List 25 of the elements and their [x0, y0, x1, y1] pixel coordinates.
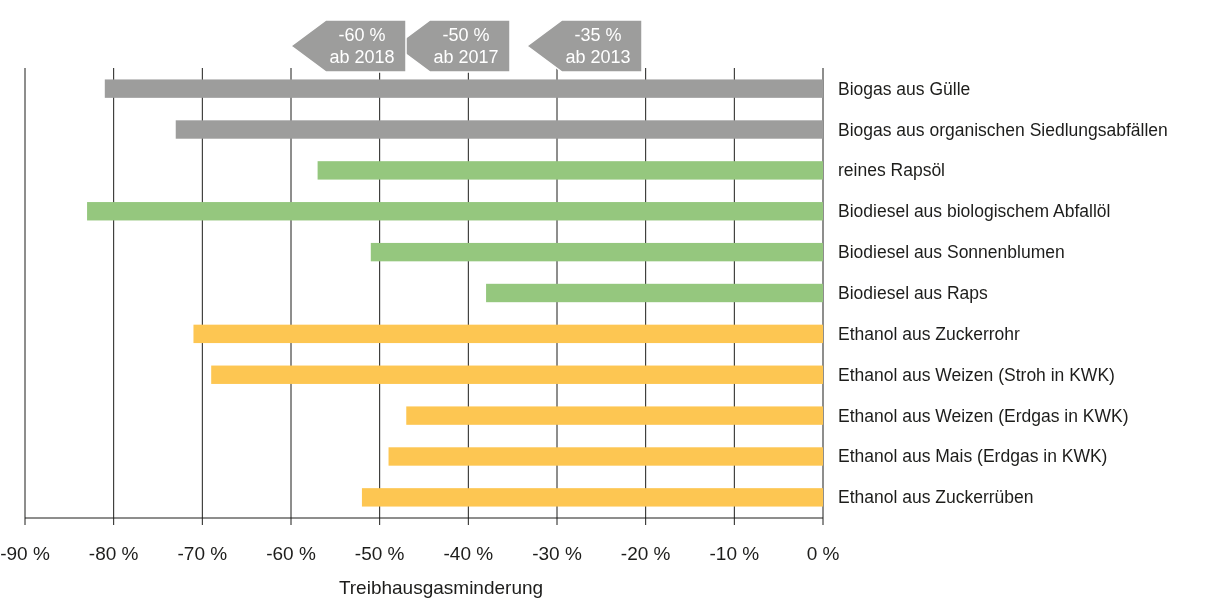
x-tick-label: -50 %: [354, 543, 405, 564]
text: -60 % ab 2018: [329, 25, 395, 67]
text: -50 % ab 2017: [433, 25, 499, 67]
x-tick-label: -20 %: [620, 543, 671, 564]
x-tick-label: -90 %: [0, 543, 50, 564]
y-tick-label: Biodiesel aus Sonnenblumen: [838, 242, 1065, 263]
y-tick-label: Ethanol aus Weizen (Stroh in KWK): [838, 364, 1115, 385]
x-tick-label: -70 %: [177, 543, 228, 564]
y-tick-label: Ethanol aus Mais (Erdgas in KWK): [838, 446, 1108, 467]
x-tick-label: -40 %: [443, 543, 494, 564]
y-tick-label: Ethanol aus Weizen (Erdgas in KWK): [838, 405, 1129, 426]
text: -35 % ab 2013: [565, 25, 631, 67]
x-tick-label: -80 %: [88, 543, 139, 564]
y-tick-label: Biogas aus Gülle: [838, 78, 971, 99]
x-tick-label: -30 %: [532, 543, 582, 564]
x-tick-label: -60 %: [266, 543, 316, 564]
y-tick-label: Biogas aus organischen Siedlungsabfällen: [838, 119, 1168, 140]
y-tick-label: reines Rapsöl: [838, 160, 945, 181]
x-tick-label: 0 %: [806, 543, 840, 564]
x-tick-label: -10 %: [709, 543, 760, 564]
y-tick-label: Biodiesel aus Raps: [838, 283, 989, 303]
x-axis-title: Treibhausgasminderung: [338, 577, 544, 598]
y-tick-label: Ethanol aus Zuckerrohr: [838, 323, 1021, 344]
y-tick-label: Ethanol aus Zuckerrüben: [838, 487, 1034, 508]
y-tick-label: Biodiesel aus biologischem Abfallöl: [838, 201, 1111, 222]
